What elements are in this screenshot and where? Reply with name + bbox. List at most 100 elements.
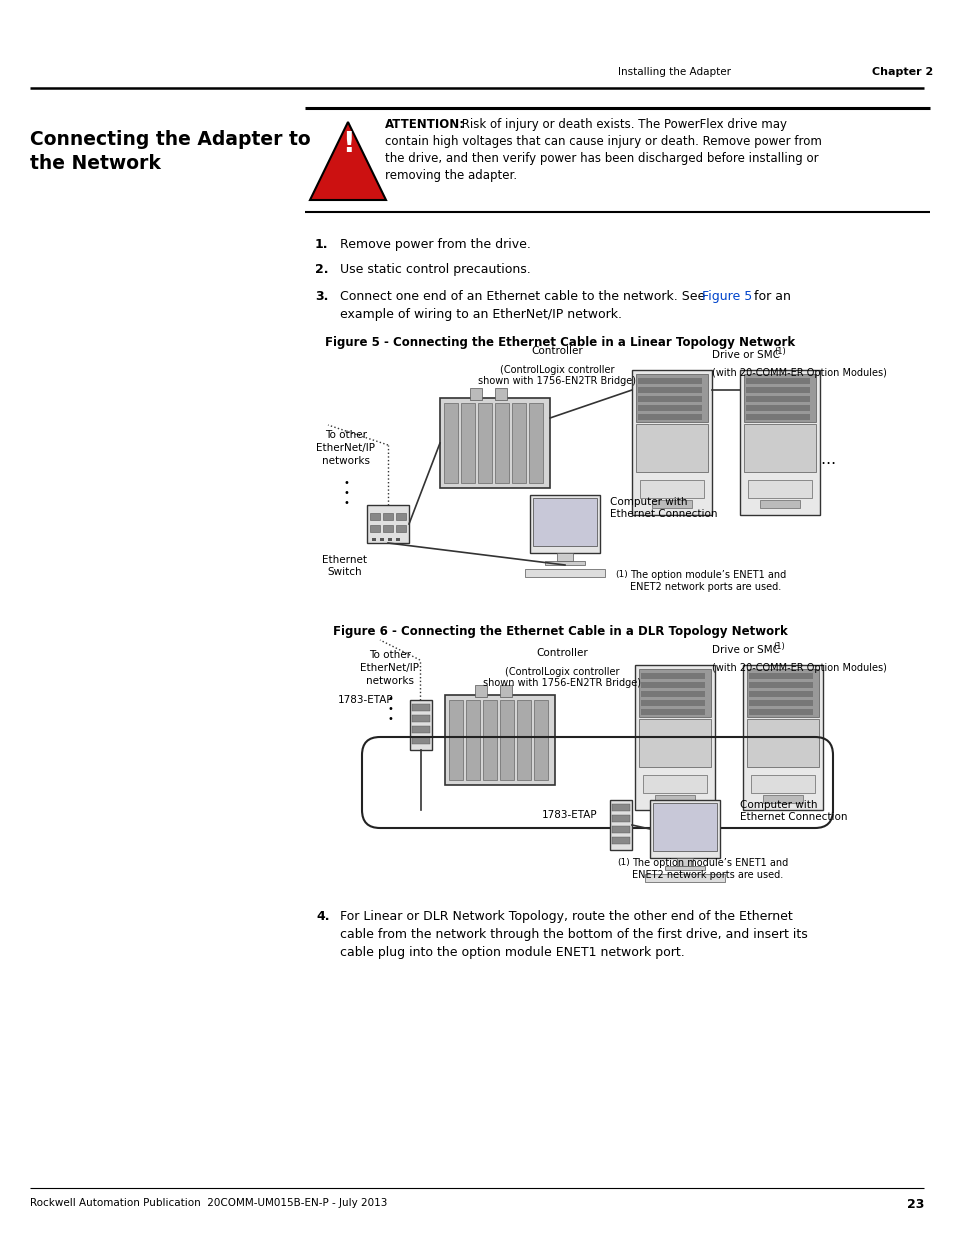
- Text: EtherNet/IP: EtherNet/IP: [316, 443, 375, 453]
- Text: •: •: [343, 478, 349, 488]
- FancyBboxPatch shape: [495, 388, 506, 400]
- FancyBboxPatch shape: [644, 874, 724, 882]
- FancyBboxPatch shape: [412, 726, 430, 734]
- FancyBboxPatch shape: [460, 403, 475, 483]
- FancyBboxPatch shape: [743, 424, 815, 472]
- Text: Controller: Controller: [531, 346, 582, 356]
- FancyBboxPatch shape: [512, 403, 525, 483]
- Text: 23: 23: [905, 1198, 923, 1212]
- FancyBboxPatch shape: [640, 682, 704, 688]
- FancyBboxPatch shape: [444, 695, 555, 785]
- Polygon shape: [310, 122, 386, 200]
- Text: Figure 5: Figure 5: [701, 290, 752, 303]
- FancyBboxPatch shape: [748, 682, 812, 688]
- Text: For Linear or DLR Network Topology, route the other end of the Ethernet: For Linear or DLR Network Topology, rout…: [339, 910, 792, 923]
- Text: To other: To other: [369, 650, 411, 659]
- FancyBboxPatch shape: [760, 500, 800, 508]
- Text: …: …: [820, 452, 834, 468]
- FancyBboxPatch shape: [465, 700, 479, 781]
- Text: Ethernet Connection: Ethernet Connection: [609, 509, 717, 519]
- FancyBboxPatch shape: [382, 525, 393, 532]
- FancyBboxPatch shape: [517, 700, 531, 781]
- FancyBboxPatch shape: [379, 538, 384, 541]
- FancyBboxPatch shape: [745, 405, 809, 411]
- FancyBboxPatch shape: [533, 498, 597, 546]
- FancyBboxPatch shape: [524, 569, 604, 577]
- FancyBboxPatch shape: [636, 424, 707, 472]
- Text: Figure 5 - Connecting the Ethernet Cable in a Linear Topology Network: Figure 5 - Connecting the Ethernet Cable…: [325, 336, 794, 350]
- FancyBboxPatch shape: [745, 414, 809, 420]
- Text: 4.: 4.: [315, 910, 329, 923]
- FancyBboxPatch shape: [395, 538, 399, 541]
- FancyBboxPatch shape: [470, 388, 481, 400]
- FancyBboxPatch shape: [640, 709, 704, 715]
- Text: 3.: 3.: [314, 290, 328, 303]
- Text: Ethernet: Ethernet: [322, 555, 367, 564]
- FancyBboxPatch shape: [745, 396, 809, 403]
- Text: (1): (1): [615, 571, 627, 579]
- FancyBboxPatch shape: [638, 414, 701, 420]
- FancyBboxPatch shape: [477, 403, 492, 483]
- FancyBboxPatch shape: [439, 398, 550, 488]
- Text: networks: networks: [322, 456, 370, 466]
- Text: Connecting the Adapter to
the Network: Connecting the Adapter to the Network: [30, 130, 311, 173]
- FancyBboxPatch shape: [544, 561, 584, 564]
- FancyBboxPatch shape: [395, 513, 406, 520]
- Text: Drive or SMC: Drive or SMC: [711, 645, 780, 655]
- FancyBboxPatch shape: [529, 403, 542, 483]
- Text: •: •: [343, 498, 349, 508]
- FancyBboxPatch shape: [635, 664, 714, 810]
- FancyBboxPatch shape: [639, 669, 710, 718]
- FancyBboxPatch shape: [638, 405, 701, 411]
- FancyBboxPatch shape: [652, 803, 717, 851]
- FancyBboxPatch shape: [638, 378, 701, 384]
- Text: example of wiring to an EtherNet/IP network.: example of wiring to an EtherNet/IP netw…: [339, 308, 621, 321]
- Text: Figure 6 - Connecting the Ethernet Cable in a DLR Topology Network: Figure 6 - Connecting the Ethernet Cable…: [333, 625, 786, 638]
- Text: Installing the Adapter: Installing the Adapter: [618, 67, 730, 77]
- FancyBboxPatch shape: [746, 719, 818, 767]
- Text: !: !: [341, 130, 354, 158]
- Text: Use static control precautions.: Use static control precautions.: [339, 263, 530, 275]
- Text: •: •: [387, 704, 393, 714]
- FancyBboxPatch shape: [449, 700, 462, 781]
- FancyBboxPatch shape: [642, 776, 706, 793]
- FancyBboxPatch shape: [636, 374, 707, 422]
- FancyBboxPatch shape: [499, 685, 512, 697]
- Text: (with 20-COMM-ER Option Modules): (with 20-COMM-ER Option Modules): [711, 368, 886, 378]
- Text: Rockwell Automation Publication  20COMM-UM015B-EN-P - July 2013: Rockwell Automation Publication 20COMM-U…: [30, 1198, 387, 1208]
- Text: (1): (1): [772, 642, 784, 651]
- Text: Drive or SMC: Drive or SMC: [711, 350, 780, 359]
- FancyBboxPatch shape: [745, 378, 809, 384]
- FancyBboxPatch shape: [762, 795, 802, 803]
- Text: (with 20-COMM-ER Option Modules): (with 20-COMM-ER Option Modules): [711, 663, 886, 673]
- Text: removing the adapter.: removing the adapter.: [385, 169, 517, 182]
- FancyBboxPatch shape: [475, 685, 486, 697]
- Text: ATTENTION:: ATTENTION:: [385, 119, 465, 131]
- FancyBboxPatch shape: [743, 374, 815, 422]
- Text: 1783-ETAP: 1783-ETAP: [337, 695, 393, 705]
- FancyBboxPatch shape: [495, 403, 509, 483]
- FancyBboxPatch shape: [388, 538, 392, 541]
- FancyBboxPatch shape: [412, 704, 430, 711]
- FancyBboxPatch shape: [443, 403, 457, 483]
- Text: Connect one end of an Ethernet cable to the network. See: Connect one end of an Ethernet cable to …: [339, 290, 708, 303]
- Text: •: •: [343, 488, 349, 498]
- FancyBboxPatch shape: [748, 692, 812, 697]
- Text: 1783-ETAP: 1783-ETAP: [540, 810, 597, 820]
- FancyBboxPatch shape: [530, 495, 599, 553]
- Text: shown with 1756-EN2TR Bridge): shown with 1756-EN2TR Bridge): [477, 375, 636, 387]
- Text: •: •: [387, 694, 393, 704]
- FancyBboxPatch shape: [612, 837, 629, 844]
- Text: (ControlLogix controller: (ControlLogix controller: [499, 366, 614, 375]
- Text: Controller: Controller: [536, 648, 587, 658]
- Text: cable from the network through the bottom of the first drive, and insert its: cable from the network through the botto…: [339, 927, 807, 941]
- Text: 2.: 2.: [314, 263, 328, 275]
- FancyBboxPatch shape: [367, 505, 409, 543]
- Text: Switch: Switch: [327, 567, 362, 577]
- FancyBboxPatch shape: [677, 858, 692, 866]
- FancyBboxPatch shape: [609, 800, 631, 850]
- FancyBboxPatch shape: [639, 480, 703, 498]
- Text: Ethernet Connection: Ethernet Connection: [740, 811, 846, 823]
- FancyBboxPatch shape: [640, 692, 704, 697]
- FancyBboxPatch shape: [639, 719, 710, 767]
